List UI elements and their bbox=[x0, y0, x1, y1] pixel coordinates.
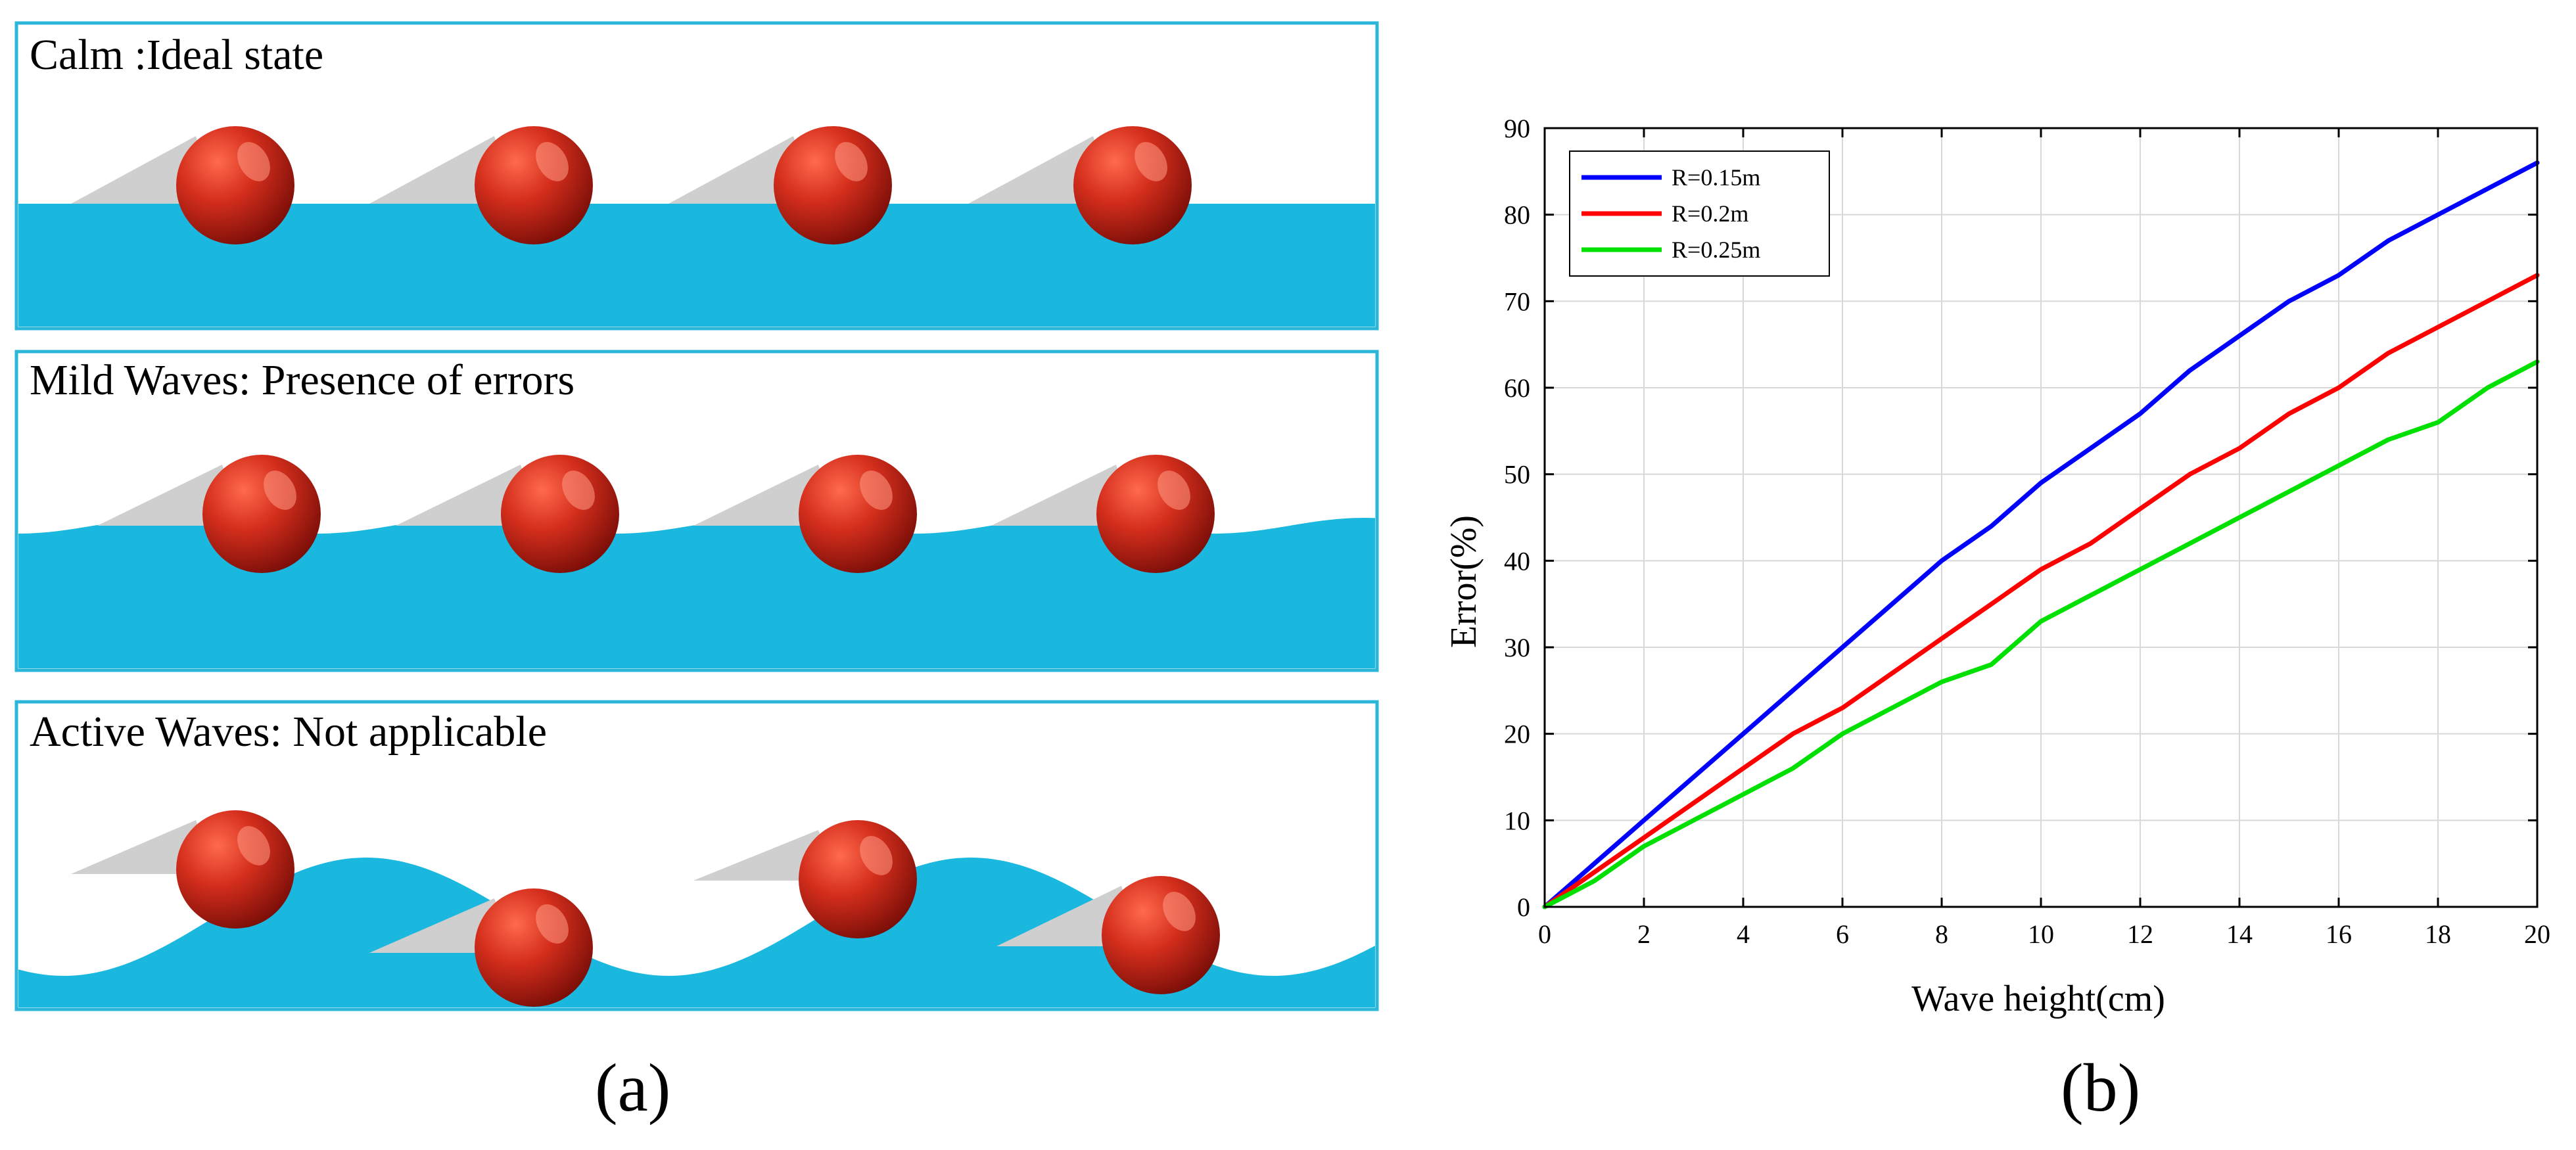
x-tick-label: 18 bbox=[2425, 919, 2451, 949]
buoy-ball bbox=[176, 810, 294, 929]
x-tick-label: 14 bbox=[2226, 919, 2253, 949]
buoy-highlight bbox=[536, 904, 569, 944]
chart-legend: R=0.15m R=0.2m R=0.25m bbox=[1569, 150, 1830, 277]
buoy-highlight bbox=[1158, 471, 1190, 510]
x-tick-label: 10 bbox=[2028, 919, 2054, 949]
x-tick-label: 6 bbox=[1836, 919, 1849, 949]
panel-b-error-chart: 0 2 4 6 8 10 12 14 16 18 20 0 10 20 30 40 50 60 70 80 90 Wav… bbox=[1443, 114, 2550, 1126]
y-tick-label: 40 bbox=[1504, 546, 1530, 576]
scene-illustration bbox=[18, 126, 1375, 327]
y-tick-label: 60 bbox=[1504, 373, 1530, 403]
buoy-highlight bbox=[835, 142, 868, 181]
buoy-highlight bbox=[264, 471, 296, 510]
series-line-2 bbox=[1542, 359, 2540, 909]
series-line-1 bbox=[1542, 273, 2540, 909]
buoy-ball bbox=[1073, 126, 1192, 244]
scene-title: Active Waves: Not applicable bbox=[30, 708, 547, 756]
y-tick-label: 80 bbox=[1504, 200, 1530, 230]
scene-frame bbox=[14, 350, 1379, 672]
y-axis-label: Error(%) bbox=[1443, 515, 1484, 648]
water bbox=[18, 518, 1375, 668]
buoy-ball bbox=[1096, 455, 1215, 573]
legend-entry-label: R=0.2m bbox=[1672, 200, 1748, 227]
scene-illustration bbox=[18, 455, 1375, 668]
x-tick-label: 16 bbox=[2326, 919, 2352, 949]
buoy-ball bbox=[475, 888, 593, 1007]
buoy-highlight bbox=[237, 142, 270, 181]
water bbox=[18, 858, 1375, 1007]
scene-title: Calm :Ideal state bbox=[30, 31, 323, 79]
y-tick-label: 70 bbox=[1504, 287, 1530, 316]
buoy-highlight bbox=[1135, 142, 1167, 181]
y-tick-label: 20 bbox=[1504, 720, 1530, 749]
x-tick-label: 2 bbox=[1637, 919, 1651, 949]
y-tick-label: 90 bbox=[1504, 114, 1530, 143]
scene-calm: Calm :Ideal state bbox=[14, 21, 1379, 331]
buoy-highlight bbox=[860, 471, 893, 510]
series-line-0 bbox=[1542, 160, 2540, 909]
panel-a-caption: (a) bbox=[595, 1050, 670, 1126]
x-tick-label: 0 bbox=[1538, 919, 1551, 949]
scene-frame bbox=[14, 21, 1379, 331]
panel-a-wave-scenes: Calm :Ideal state Mild Waves: Presence o… bbox=[14, 21, 1379, 1126]
buoy-highlight bbox=[562, 471, 595, 510]
buoy-ball bbox=[1102, 876, 1220, 994]
x-axis-label: Wave height(cm) bbox=[1911, 978, 2165, 1019]
chart-tick-labels: 0 2 4 6 8 10 12 14 16 18 20 0 10 20 30 40 50 60 70 80 90 bbox=[1504, 114, 2550, 949]
buoy-highlight bbox=[237, 826, 270, 865]
scene-frame bbox=[14, 700, 1379, 1011]
chart-series-lines bbox=[1542, 160, 2540, 909]
y-tick-label: 0 bbox=[1517, 892, 1530, 922]
buoy-ball bbox=[501, 455, 619, 573]
x-tick-label: 8 bbox=[1935, 919, 1948, 949]
buoy-ball bbox=[799, 820, 917, 938]
buoy-highlight bbox=[1163, 892, 1196, 931]
scene-illustration bbox=[18, 810, 1375, 1007]
scene-title: Mild Waves: Presence of errors bbox=[30, 356, 574, 404]
buoy-highlight bbox=[536, 142, 569, 181]
buoy-ball bbox=[202, 455, 321, 573]
chart-axes bbox=[1543, 127, 2539, 908]
buoy-ball bbox=[176, 126, 294, 244]
panel-b-caption: (b) bbox=[2061, 1050, 2140, 1126]
y-tick-label: 50 bbox=[1504, 460, 1530, 490]
buoy-ball bbox=[799, 455, 917, 573]
x-tick-label: 4 bbox=[1737, 919, 1750, 949]
legend-entry-label: R=0.15m bbox=[1672, 164, 1760, 191]
x-tick-label: 20 bbox=[2524, 919, 2550, 949]
buoy-highlight bbox=[860, 836, 893, 875]
scene-active-waves: Active Waves: Not applicable bbox=[14, 700, 1379, 1011]
scene-mild-waves: Mild Waves: Presence of errors bbox=[14, 350, 1379, 672]
x-tick-label: 12 bbox=[2127, 919, 2153, 949]
buoy-ball bbox=[774, 126, 892, 244]
buoy-ball bbox=[475, 126, 593, 244]
y-tick-label: 30 bbox=[1504, 633, 1530, 662]
legend-entry-label: R=0.25m bbox=[1672, 237, 1760, 263]
y-tick-label: 10 bbox=[1504, 806, 1530, 835]
